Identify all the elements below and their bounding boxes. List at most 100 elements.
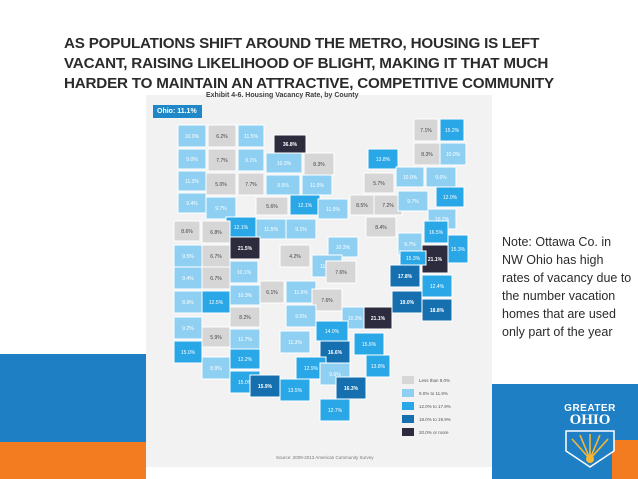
county-shape [435,186,465,208]
county-label: 6.7% [210,254,222,260]
county-label: 10.0% [446,152,461,158]
county-label: 6.7% [210,276,222,282]
county: 36.8% [273,134,307,154]
county-label: 21.1% [371,316,386,322]
county-shape [259,280,285,304]
county-label: 21.1% [428,257,443,263]
county-label: 9.4% [182,276,194,282]
county: 8.2% [229,306,261,328]
county-shape [395,166,425,188]
county-shape [205,172,237,196]
county-shape [237,124,265,148]
county-label: 9.4% [186,201,198,207]
county-label: 13.8% [376,157,391,163]
county-shape [237,148,265,172]
county-shape [177,124,207,148]
county: 8.5% [349,194,375,216]
greater-ohio-logo: GREATER OHIO [558,403,622,479]
county: 6.1% [259,280,285,304]
county-shape [421,274,453,298]
legend-swatch [402,389,414,397]
county: 11.5% [255,218,287,240]
county-label: 12.9% [304,366,319,372]
county-shape [363,172,395,194]
county-shape [317,198,349,220]
county-shape [325,260,357,284]
county-label: 5.0% [215,182,227,188]
county-label: 9.5% [182,254,194,260]
county-shape [177,148,207,170]
county-label: 8.2% [239,315,251,321]
county: 9.2% [173,316,203,340]
county-label: 12.2% [238,357,253,363]
county-label: 10.3% [336,245,351,251]
county-label: 9.5% [295,314,307,320]
county-shape [201,290,231,314]
county-label: 11.3% [288,340,302,346]
county-label: 6.2% [216,134,228,140]
county: 10.0% [177,124,207,148]
county-label: 10.3% [277,161,292,167]
county: 6.7% [201,244,231,268]
county-label: 12.1% [234,225,249,231]
county: 8.3% [413,142,441,166]
left-orange-accent-bar [0,442,146,479]
county: 5.7% [363,172,395,194]
county-label: 9.7% [407,199,419,205]
county: 11.5% [237,124,265,148]
slide-title: AS POPULATIONS SHIFT AROUND THE METRO, H… [64,35,554,92]
county-label: 16.6% [328,350,343,356]
county-shape [173,340,203,364]
county-label: 11.6% [294,290,308,296]
county-label: 13.8% [371,364,386,370]
legend-label: 18.0% to 19.9% [419,416,451,422]
county-label: 11.5% [244,134,258,140]
county-shape [319,398,351,422]
county: 10.3% [327,236,359,258]
legend-label: 12.0% to 17.9% [419,403,451,409]
county: 17.8% [389,264,421,288]
county: 18.8% [421,298,453,322]
county: 15.9% [249,374,281,398]
county: 15.3% [399,250,427,266]
county-label: 15.9% [258,384,273,390]
county-label: 15.0% [238,380,253,386]
logo-sunburst-icon [565,430,615,468]
county-label: 10.2% [435,217,450,223]
logo-line-2: OHIO [569,412,611,428]
county-label: 21.5% [238,246,253,252]
county-label: 8.5% [356,203,368,209]
county-label: 4.2% [289,254,301,260]
county: 11.0% [301,174,333,196]
map-source: Source: 2009-2013 American Community Sur… [276,455,374,460]
right-orange-accent-bar [612,440,638,479]
county-label: 6.8% [210,230,222,236]
county: 15.6% [353,332,385,356]
ottawa-note: Note: Ottawa Co. in NW Ohio has high rat… [502,235,632,339]
county-label: 11.3% [185,179,199,185]
county: 11.7% [229,328,261,350]
county: 10.0% [395,166,425,188]
legend-swatch [402,415,414,423]
legend-item: 18.0% to 19.9% [402,413,451,425]
legend-swatch [402,376,414,384]
county-label: 12.0% [443,195,458,201]
county-shape [421,298,453,322]
county-shape [439,142,467,166]
county: 8.4% [365,216,397,238]
state-rate-badge: Ohio: 11.1% [153,105,202,118]
legend-swatch [402,428,414,436]
county: 14.0% [315,320,349,342]
county-shape [311,288,343,312]
county-shape [265,152,303,174]
exhibit-title: Exhibit 4-6. Housing Vacancy Rate, by Co… [206,92,359,99]
county-shape [397,190,429,212]
county-shape [335,376,367,400]
county-label: 12.5% [209,300,224,306]
logo-line-1: GREATER [564,403,616,414]
county-shape [363,306,393,330]
county-label: 10.1% [237,270,252,276]
county-label: 15.2% [445,128,460,134]
county-shape [279,244,311,268]
county-shape [365,354,391,378]
